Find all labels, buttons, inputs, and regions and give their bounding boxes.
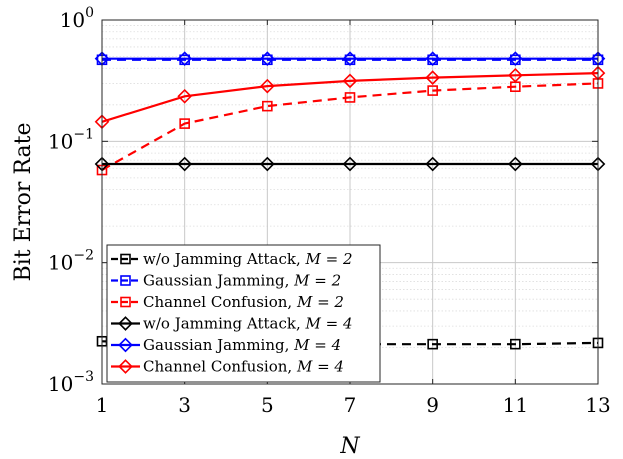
data-point (427, 338, 438, 350)
data-point (425, 51, 440, 67)
y-tick-exponent: −2 (73, 248, 94, 264)
legend-item: Gaussian Jamming, M = 4 (111, 336, 341, 354)
data-point (425, 156, 440, 172)
legend-label: w/o Jamming Attack, M = 2 (143, 250, 353, 268)
y-tick-exponent: −3 (73, 369, 94, 385)
legend-marker (120, 275, 131, 286)
data-point (262, 100, 273, 112)
x-tick-labels: 1 3 5 7 9 11 13 (96, 393, 611, 417)
legend-label-text: Channel Confusion, (143, 293, 297, 311)
series-line (101, 82, 599, 171)
legend-label-math: M = 4 (296, 358, 344, 376)
series-6 (94, 65, 606, 130)
legend-label-math: M = 4 (293, 336, 341, 354)
data-point (344, 92, 356, 103)
legend-label: Gaussian Jamming, M = 2 (143, 272, 341, 290)
data-point (427, 85, 438, 96)
data-point (510, 338, 521, 350)
y-axis-label: Bit Error Rate (11, 123, 36, 282)
y-tick-label: 10−3 (48, 369, 94, 396)
series-5 (94, 51, 606, 67)
y-tick-base: 10 (48, 251, 73, 275)
legend-label: Channel Confusion, M = 2 (143, 293, 344, 311)
data-point (508, 67, 523, 83)
data-point (177, 88, 192, 104)
data-point (179, 118, 190, 129)
legend-label-text: Channel Confusion, (143, 358, 297, 376)
x-tick-label: 9 (426, 393, 439, 417)
data-point (342, 73, 358, 89)
data-point (342, 156, 358, 172)
legend-label: Channel Confusion, M = 4 (143, 358, 344, 376)
data-point (260, 51, 275, 67)
x-tick-label: 7 (344, 393, 357, 417)
data-point (508, 51, 523, 67)
legend-marker (118, 316, 133, 331)
legend-label-math: M = 2 (293, 272, 341, 290)
legend-marker (118, 359, 133, 374)
y-tick-base: 10 (48, 129, 73, 153)
legend-marker (120, 253, 131, 265)
legend-item: w/o Jamming Attack, M = 2 (111, 250, 353, 268)
y-tick-label: 100 (60, 5, 94, 32)
legend-label-text: w/o Jamming Attack, (143, 250, 306, 268)
legend-item: Channel Confusion, M = 2 (111, 293, 344, 311)
y-tick-label: 10−2 (48, 248, 94, 275)
x-tick-label: 1 (96, 393, 109, 417)
data-point (177, 156, 192, 172)
legend-marker (118, 337, 133, 353)
y-tick-base: 10 (60, 8, 85, 32)
legend-box (106, 244, 381, 383)
legend-label-text: Gaussian Jamming, (143, 336, 294, 354)
legend-item: Gaussian Jamming, M = 2 (111, 272, 341, 290)
data-point (342, 51, 358, 67)
legend-label-text: w/o Jamming Attack, (143, 315, 306, 333)
data-point (260, 156, 275, 172)
data-point (177, 51, 192, 67)
data-point (260, 78, 275, 94)
y-tick-base: 10 (48, 372, 73, 396)
legend-label-math: M = 4 (305, 315, 353, 333)
tick-marks (101, 19, 599, 385)
legend-marker (120, 296, 131, 308)
legend-label-math: M = 2 (296, 293, 344, 311)
legend-label: w/o Jamming Attack, M = 4 (143, 315, 353, 333)
series-line (101, 72, 599, 123)
x-tick-label: 11 (503, 393, 528, 417)
legend-item: w/o Jamming Attack, M = 4 (111, 315, 353, 333)
data-point (508, 156, 523, 172)
legend-label-math: M = 2 (305, 250, 353, 268)
legend-label: Gaussian Jamming, M = 4 (143, 336, 341, 354)
x-tick-label: 3 (178, 393, 191, 417)
y-tick-label: 10−1 (48, 126, 94, 153)
legend-item: Channel Confusion, M = 4 (111, 358, 344, 376)
data-point (425, 70, 440, 85)
y-tick-exponent: 0 (85, 5, 94, 21)
x-tick-label: 13 (585, 393, 610, 417)
legend-label-text: Gaussian Jamming, (143, 272, 294, 290)
x-axis-label: N (339, 434, 360, 459)
x-tick-label: 5 (261, 393, 274, 417)
y-tick-exponent: −1 (73, 126, 94, 142)
